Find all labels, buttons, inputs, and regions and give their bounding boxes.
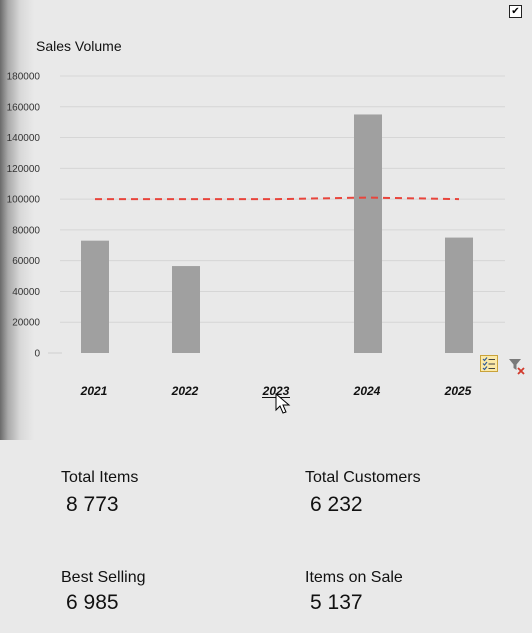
target-line — [95, 196, 460, 201]
chart-title: Sales Volume — [36, 38, 122, 54]
bar-2025[interactable] — [445, 237, 473, 353]
y-tick-label: 0 — [34, 349, 40, 360]
target-line-group — [95, 196, 460, 201]
chart-toggle-checkbox[interactable]: ✔ — [509, 5, 522, 18]
y-tick-label: 160000 — [7, 102, 41, 113]
kpi-total-items-label: Total Items — [61, 469, 139, 486]
chart-bars — [81, 114, 473, 353]
kpi-best-selling-label: Best Selling — [61, 569, 146, 586]
y-tick-label: 120000 — [7, 164, 41, 175]
y-tick-label: 180000 — [7, 72, 41, 83]
x-category-2023[interactable]: 2023 — [262, 384, 290, 398]
bar-2022[interactable] — [172, 266, 200, 353]
kpi-total-items-value: 8 773 — [66, 493, 119, 516]
bar-2024[interactable] — [354, 114, 382, 353]
kpi-items-on-sale-value: 5 137 — [310, 591, 363, 614]
y-tick-label: 140000 — [7, 133, 41, 144]
clear-filter-icon[interactable] — [508, 357, 526, 375]
y-tick-label: 100000 — [7, 195, 41, 206]
y-tick-label: 40000 — [12, 287, 40, 298]
chart-gridlines — [48, 75, 505, 354]
y-axis-ticks: 180000 160000 140000 120000 100000 80000 60000… — [7, 72, 41, 360]
checklist-icon[interactable] — [480, 355, 498, 372]
kpi-total-customers-label: Total Customers — [305, 469, 421, 486]
window-edge-shadow — [0, 0, 34, 440]
y-tick-label: 60000 — [12, 256, 40, 267]
x-category-2021[interactable]: 2021 — [80, 384, 108, 398]
sales-volume-chart: 180000 160000 140000 120000 100000 80000 60000… — [7, 72, 505, 398]
bar-2021[interactable] — [81, 240, 109, 353]
y-tick-label: 20000 — [12, 318, 40, 329]
kpi-items-on-sale-label: Items on Sale — [305, 569, 403, 586]
mouse-cursor-icon — [275, 392, 291, 415]
kpi-best-selling-value: 6 985 — [66, 591, 119, 614]
y-tick-label: 80000 — [12, 225, 40, 236]
x-category-2024[interactable]: 2024 — [353, 384, 381, 398]
x-category-2022[interactable]: 2022 — [171, 384, 199, 398]
x-category-2025[interactable]: 2025 — [444, 384, 472, 398]
kpi-total-customers-value: 6 232 — [310, 493, 363, 516]
